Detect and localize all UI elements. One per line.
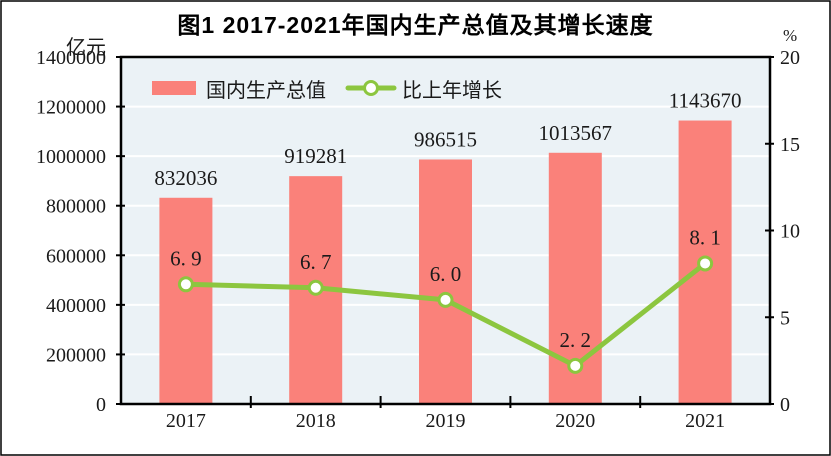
left-axis-tick-label: 0 (96, 394, 106, 416)
right-axis-tick-label: 15 (780, 134, 800, 156)
growth-value-label: 6. 0 (430, 262, 462, 286)
right-axis-tick-label: 20 (780, 47, 800, 69)
right-axis-tick-label: 10 (780, 221, 800, 243)
bar-value-label: 1143670 (669, 89, 742, 113)
x-axis-label: 2018 (296, 410, 336, 432)
growth-value-label: 6. 9 (170, 246, 202, 270)
line-marker-2020 (567, 357, 584, 374)
left-axis-tick-label: 1200000 (36, 97, 106, 119)
legend-label-growth: 比上年增长 (402, 79, 502, 102)
bar-value-label: 986515 (414, 127, 477, 151)
bar-2017 (159, 197, 213, 404)
bar-value-label: 919281 (284, 144, 347, 168)
x-axis-label: 2017 (166, 410, 206, 432)
bar-value-label: 1013567 (539, 121, 613, 145)
legend-label-gdp: 国内生产总值 (206, 79, 326, 102)
growth-value-label: 8. 1 (689, 225, 721, 249)
left-axis-tick-label: 800000 (46, 196, 106, 218)
left-axis-tick-label: 200000 (46, 344, 106, 366)
bar-2019 (419, 159, 472, 404)
legend-bar-swatch (152, 81, 196, 95)
left-axis-tick-label: 600000 (46, 245, 106, 267)
chart-title: 图1 2017-2021年国内生产总值及其增长速度 (177, 12, 654, 38)
left-axis-tick-label: 1000000 (36, 146, 106, 168)
left-axis-tick-label: 1400000 (36, 47, 106, 69)
bar-value-label: 832036 (154, 166, 217, 190)
legend-line-marker-icon (363, 80, 379, 96)
x-axis-label: 2019 (426, 410, 466, 432)
line-marker-2019 (437, 291, 454, 308)
left-axis-unit-label: 亿元 (66, 37, 106, 59)
line-marker-2017 (177, 276, 194, 293)
x-axis-label: 2020 (555, 410, 595, 432)
x-axis-label: 2021 (685, 410, 725, 432)
right-axis-tick-label: 0 (780, 394, 790, 416)
line-marker-2021 (697, 255, 714, 272)
growth-value-label: 6. 7 (300, 250, 332, 274)
left-axis-tick-label: 400000 (46, 295, 106, 317)
growth-value-label: 2. 2 (560, 328, 592, 352)
right-axis-tick-label: 5 (780, 307, 790, 329)
line-marker-2018 (307, 279, 324, 296)
right-axis-unit-label: % (783, 26, 798, 45)
